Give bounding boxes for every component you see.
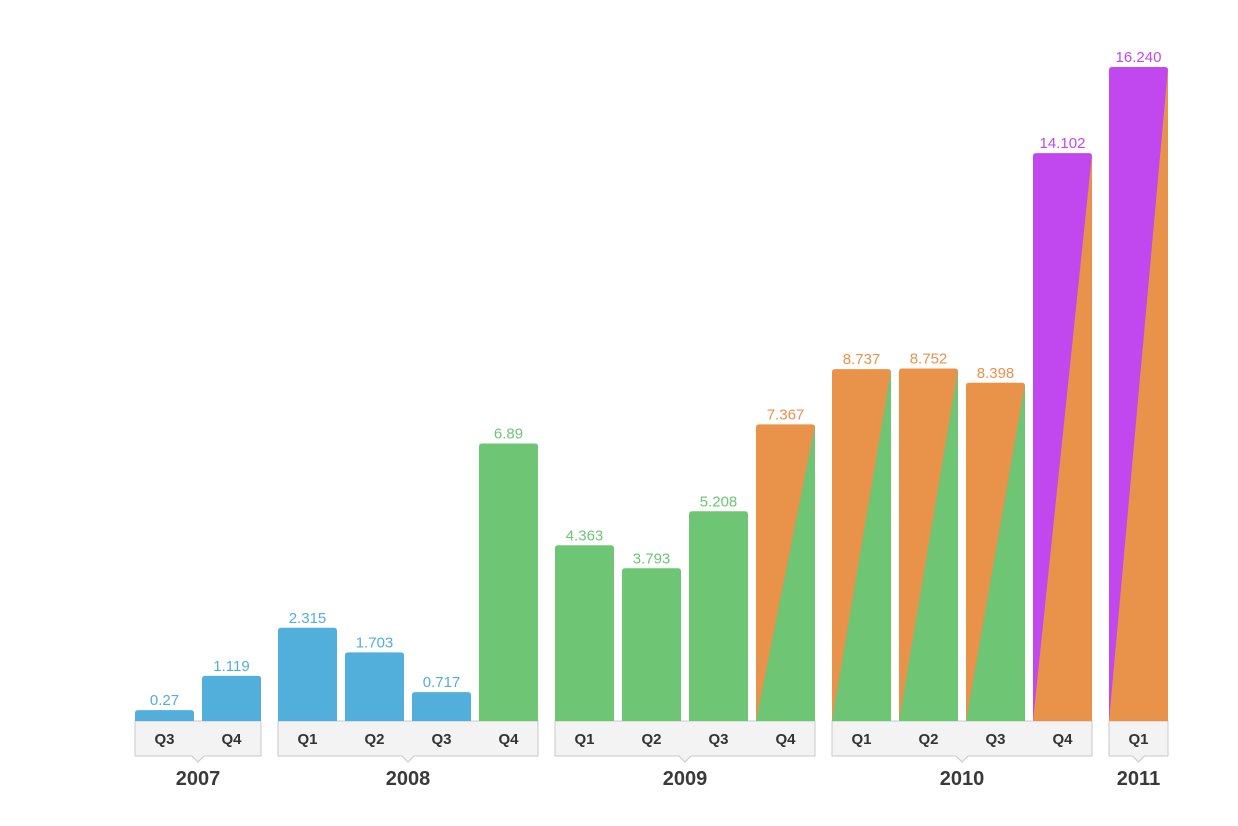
- bar-2007-q4: [202, 675, 261, 721]
- bar-2008-q1: [278, 627, 337, 721]
- bar-2010-q1-value-label: 8.737: [843, 351, 881, 368]
- bar-2010-q2-value-label: 8.752: [910, 351, 948, 368]
- bar-2010-q1-quarter-label: Q1: [851, 731, 871, 748]
- bar-2011-q1-quarter-label: Q1: [1128, 731, 1148, 748]
- bar-2009-q4-value-label: 7.367: [767, 406, 805, 423]
- bar-2009-q4-quarter-label: Q4: [775, 731, 796, 748]
- bar-2009-q4-transition: [756, 425, 815, 721]
- bar-2010-q4-value-label: 14.102: [1040, 135, 1086, 152]
- bar-2009-q3-quarter-label: Q3: [708, 731, 728, 748]
- bar-2009-q2-quarter-label: Q2: [641, 731, 661, 748]
- bar-2007-q3-quarter-label: Q3: [154, 731, 174, 748]
- bar-2010-q4-transition: [1033, 154, 1092, 722]
- bar-2007-q4-value-label: 1.119: [213, 658, 249, 675]
- bar-2010-q3-quarter-label: Q3: [985, 731, 1005, 748]
- bar-2009-q1-quarter-label: Q1: [574, 731, 594, 748]
- bar-2009-q3-value-label: 5.208: [700, 493, 738, 510]
- bar-2008-q4-value-label: 6.89: [494, 426, 523, 443]
- bar-2010-q2-quarter-label: Q2: [918, 731, 938, 748]
- bar-2008-q2-quarter-label: Q2: [364, 731, 384, 748]
- bar-2009-q1-value-label: 4.363: [566, 527, 604, 544]
- bar-2008-q4: [479, 443, 538, 721]
- bar-2007-q3: [135, 710, 194, 721]
- year-tab-2007: [134, 720, 262, 763]
- bar-2008-q4-quarter-label: Q4: [498, 731, 519, 748]
- year-tab-2008: [277, 720, 539, 763]
- bar-2009-q1: [555, 545, 614, 721]
- bar-2010-q4-quarter-label: Q4: [1052, 731, 1073, 748]
- bar-2010-q1-transition: [832, 370, 891, 721]
- bar-2010-q3-transition: [966, 383, 1025, 721]
- bar-2009-q2: [622, 568, 681, 721]
- year-label-2007: 2007: [176, 768, 221, 790]
- bar-2008-q1-value-label: 2.315: [289, 610, 327, 627]
- year-label-2011: 2011: [1117, 768, 1160, 790]
- bar-2009-q2-value-label: 3.793: [633, 550, 671, 567]
- bar-2008-q2-value-label: 1.703: [356, 634, 394, 651]
- year-label-2008: 2008: [386, 768, 431, 790]
- bar-2007-q4-quarter-label: Q4: [221, 731, 242, 748]
- year-tab-2009: [554, 720, 816, 763]
- year-tab-2010: [831, 720, 1093, 763]
- bar-2010-q3-value-label: 8.398: [977, 365, 1015, 382]
- bar-2011-q1-transition: [1109, 68, 1168, 721]
- year-tab-2011: [1108, 720, 1169, 763]
- bar-2007-q3-value-label: 0.27: [150, 692, 179, 709]
- bar-2008-q2: [345, 652, 404, 721]
- bar-2011-q1-value-label: 16.240: [1116, 49, 1162, 66]
- bar-2008-q1-quarter-label: Q1: [297, 731, 317, 748]
- bar-2009-q3: [689, 511, 748, 721]
- year-label-2009: 2009: [663, 768, 708, 790]
- bar-2008-q3-quarter-label: Q3: [431, 731, 451, 748]
- bar-2008-q3: [412, 692, 471, 721]
- year-label-2010: 2010: [940, 768, 985, 790]
- bar-2010-q2-transition: [899, 369, 958, 721]
- bar-2008-q3-value-label: 0.717: [423, 674, 461, 691]
